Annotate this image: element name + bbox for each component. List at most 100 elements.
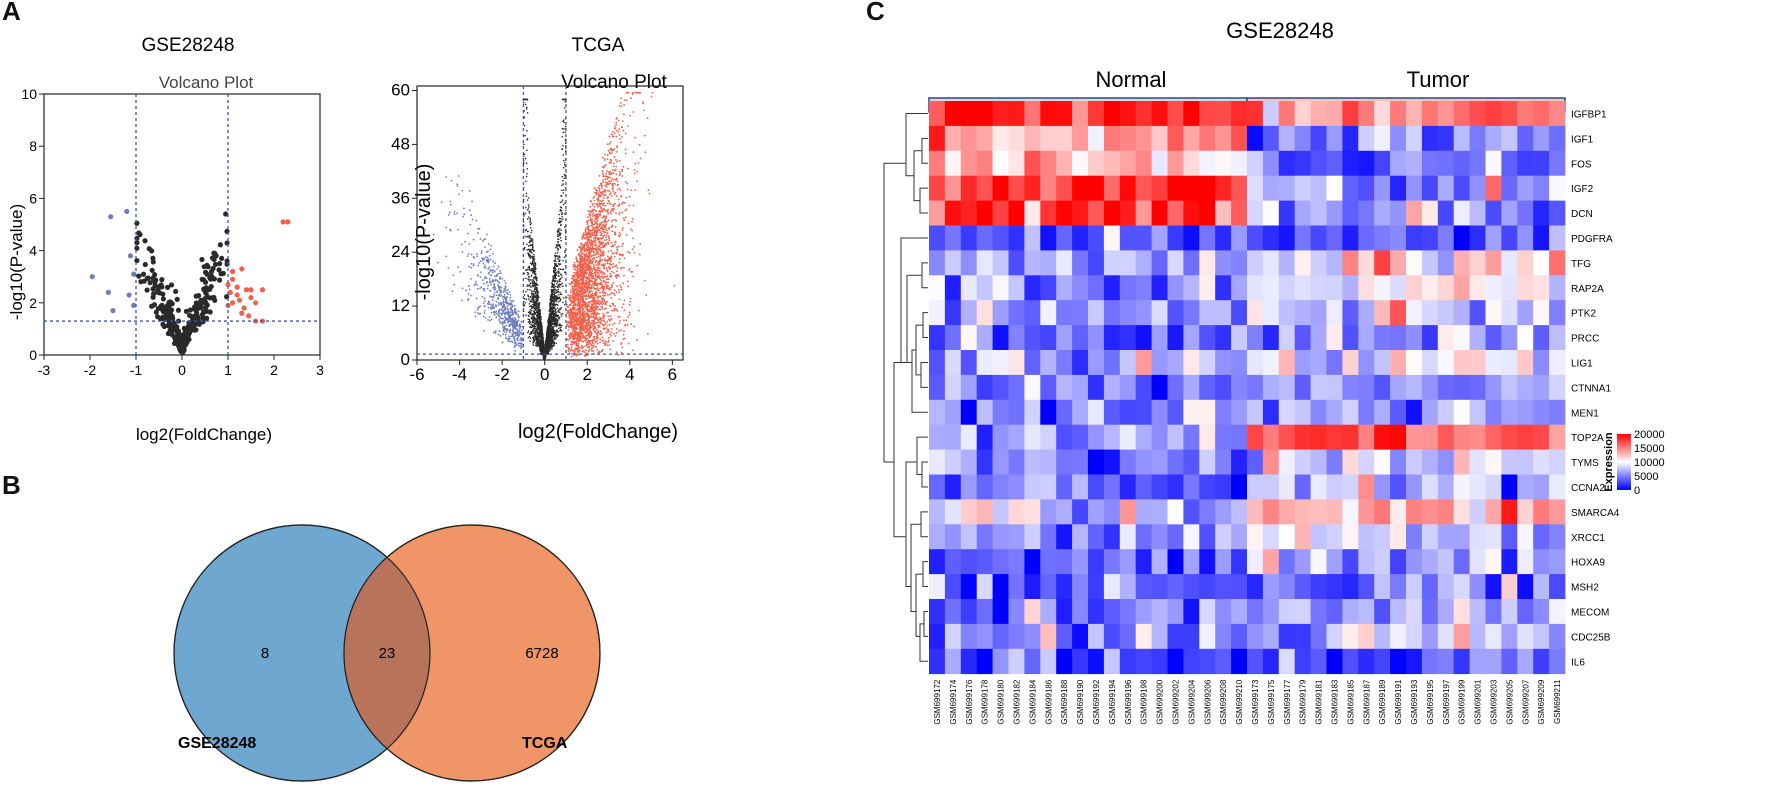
volcano-tcga-point-up (598, 225, 600, 228)
volcano-tcga-point-down (468, 265, 471, 268)
volcano-tcga-point-up (605, 267, 608, 269)
volcano-tcga-point-ns (557, 288, 559, 291)
volcano-tcga-point-ns (560, 206, 563, 209)
volcano-tcga-point-ns (555, 342, 558, 345)
volcano-tcga-point-ns (530, 332, 533, 335)
volcano-gse-point-ns (159, 284, 165, 290)
volcano-tcga-point-ns (536, 284, 539, 286)
volcano-tcga-point-up (597, 298, 600, 301)
volcano-tcga-point-up (621, 175, 624, 177)
volcano-tcga-point-ns (534, 296, 537, 299)
volcano-tcga-point-down (508, 302, 511, 305)
volcano-tcga-point-down (483, 238, 486, 241)
volcano-tcga-point-ns (541, 351, 544, 354)
volcano-tcga-point-ns (550, 329, 553, 332)
volcano-tcga-point-ns (556, 315, 559, 318)
volcano-tcga-point-up (609, 176, 611, 179)
volcano-tcga-point-down (518, 327, 521, 330)
volcano-tcga-point-down (504, 282, 507, 284)
volcano-tcga-point-ns (553, 307, 556, 310)
volcano-tcga-point-down (467, 232, 470, 235)
volcano-tcga-point-ns (561, 313, 564, 315)
volcano-tcga-point-ns (556, 251, 559, 254)
volcano-tcga-point-ns (555, 296, 557, 298)
volcano-tcga-point-up (593, 239, 595, 242)
volcano-tcga-point-ns (541, 338, 544, 341)
volcano-gse-point-ns (179, 340, 185, 347)
volcano-tcga-point-ns (532, 337, 535, 339)
volcano-tcga-point-ns (561, 215, 564, 218)
volcano-tcga-point-ns (536, 291, 539, 294)
volcano-tcga-point-ns (562, 301, 564, 304)
volcano-tcga-point-ns (532, 344, 535, 346)
volcano-tcga-point-up (618, 289, 620, 291)
volcano-tcga-point-ns (547, 352, 549, 355)
volcano-gse-point-down (126, 292, 132, 298)
volcano-tcga-point-ns (555, 303, 558, 306)
volcano-tcga-point-down (515, 344, 518, 346)
volcano-tcga-point-up (594, 237, 597, 239)
volcano-tcga-point-ns (552, 310, 555, 313)
volcano-tcga-point-ns (527, 311, 530, 314)
volcano-tcga-point-up (623, 219, 626, 222)
volcano-tcga-point-down (474, 311, 477, 314)
volcano-tcga-point-ns (528, 320, 531, 322)
volcano-tcga-point-ns (558, 231, 560, 233)
volcano-tcga-point-ns (532, 257, 534, 260)
volcano-tcga-point-ns (550, 335, 553, 338)
volcano-tcga-point-down (514, 350, 517, 352)
volcano-gse-point-ns (224, 228, 230, 234)
volcano-tcga-point-up (603, 308, 606, 310)
volcano-tcga-point-ns (563, 177, 565, 180)
volcano-tcga-point-ns (553, 302, 555, 304)
volcano-tcga-ytick-label: 24 (391, 242, 410, 261)
volcano-tcga-point-ns (558, 263, 561, 266)
volcano-tcga-point-down (456, 183, 459, 186)
volcano-tcga-point-down (501, 341, 504, 344)
volcano-tcga-point-ns (533, 313, 536, 316)
volcano-tcga-point-up (572, 280, 575, 283)
volcano-tcga-point-down (516, 331, 519, 333)
volcano-tcga-point-ns (539, 324, 541, 327)
volcano-tcga-point-down (479, 287, 481, 290)
volcano-tcga-point-down (509, 296, 512, 299)
volcano-tcga-point-ns (526, 285, 528, 288)
volcano-tcga-point-ns (558, 232, 561, 234)
volcano-gse-point-down (110, 308, 116, 314)
volcano-tcga-point-ns (552, 330, 555, 332)
volcano-tcga-point-ns (538, 327, 541, 330)
volcano-tcga-point-ns (548, 310, 550, 312)
volcano-tcga-title: Volcano Plot (561, 72, 667, 93)
volcano-tcga-point-ns (553, 344, 555, 347)
volcano-tcga-point-down (483, 305, 486, 308)
volcano-tcga-point-ns (535, 318, 537, 320)
volcano-tcga-point-up (599, 338, 602, 341)
volcano-tcga-point-ns (549, 320, 552, 323)
volcano-tcga-point-ns (564, 209, 567, 212)
volcano-tcga-point-ns (550, 326, 553, 329)
volcano-tcga-point-up (628, 269, 631, 272)
volcano-tcga-point-ns (559, 329, 561, 332)
volcano-tcga-point-down (470, 253, 473, 256)
volcano-tcga-point-ns (560, 210, 563, 212)
volcano-tcga-point-ns (557, 284, 560, 286)
volcano-tcga-point-ns (536, 293, 538, 296)
volcano-gse-point-ns (159, 277, 165, 283)
volcano-tcga-point-ns (557, 238, 560, 240)
volcano-tcga-point-up (610, 194, 613, 197)
volcano-tcga-point-down (506, 311, 509, 313)
volcano-tcga-point-down (509, 293, 512, 296)
volcano-gse-point-ns (183, 339, 190, 345)
volcano-tcga-point-down (473, 284, 476, 287)
volcano-tcga-point-ns (526, 249, 528, 251)
volcano-tcga-point-ns (528, 236, 531, 239)
volcano-gse-xtick-label: -1 (130, 362, 143, 378)
volcano-gse-point-ns (192, 327, 198, 333)
volcano-tcga-point-up (597, 326, 600, 328)
volcano-gse-point-ns (216, 277, 223, 283)
volcano-tcga-point-ns (554, 252, 557, 255)
volcano-tcga-point-ns (529, 221, 531, 223)
volcano-tcga-point-ns (523, 143, 525, 146)
volcano-tcga-point-ns (532, 267, 534, 269)
volcano-tcga-point-ns (552, 307, 554, 310)
